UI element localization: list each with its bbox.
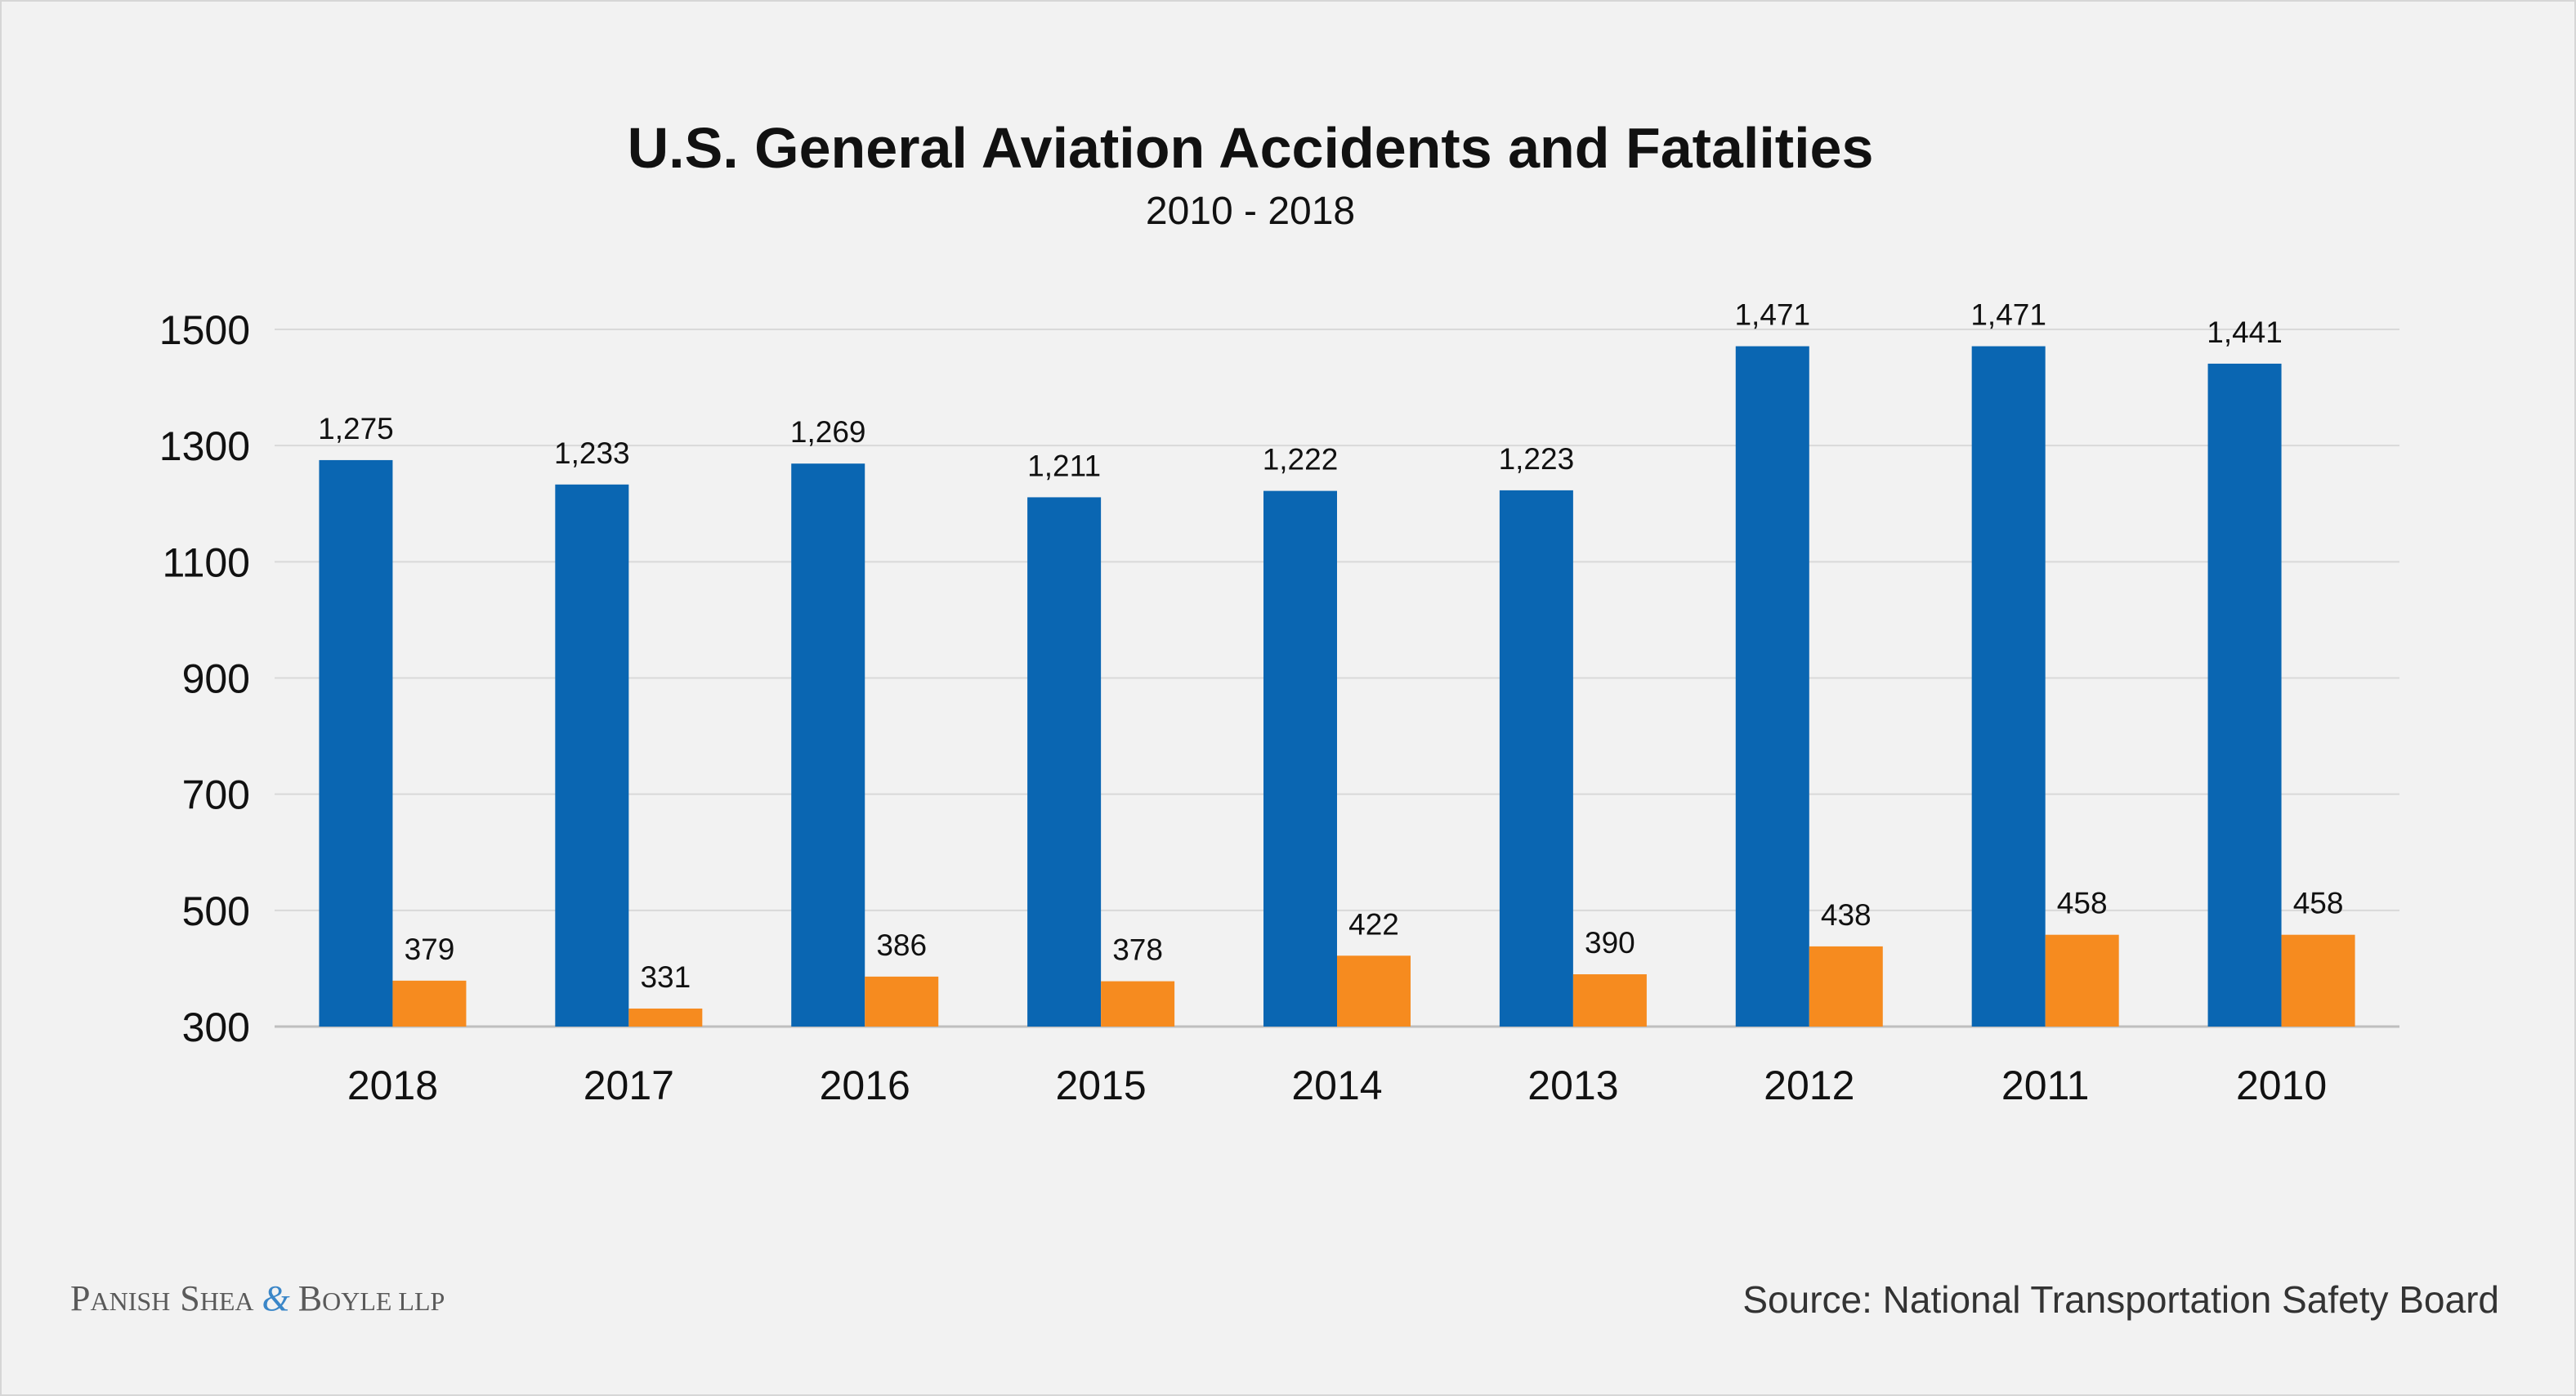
data-label: 1,471 bbox=[1970, 298, 2046, 332]
data-label: 1,269 bbox=[790, 415, 866, 449]
x-tick-label: 2016 bbox=[820, 1063, 910, 1108]
chart-subtitle: 2010 - 2018 bbox=[1146, 190, 1355, 233]
brand-logo: PANISH SHEA & BOYLE LLP bbox=[70, 1278, 445, 1318]
bar-fatalities bbox=[392, 980, 467, 1027]
x-tick-label: 2012 bbox=[1764, 1063, 1854, 1108]
bar-accidents bbox=[1971, 346, 2046, 1027]
data-label: 386 bbox=[876, 928, 927, 962]
x-tick-label: 2017 bbox=[584, 1063, 674, 1108]
source-note: Source: National Transportation Safety B… bbox=[1742, 1278, 2499, 1321]
bars bbox=[319, 346, 2355, 1027]
y-tick-label: 300 bbox=[182, 1004, 250, 1050]
data-label: 1,233 bbox=[554, 436, 630, 470]
bar-fatalities bbox=[1809, 946, 1883, 1027]
x-tick-label: 2011 bbox=[2001, 1063, 2090, 1108]
data-label: 1,211 bbox=[1027, 449, 1101, 482]
bar-fatalities bbox=[1572, 974, 1647, 1027]
data-label: 422 bbox=[1348, 907, 1399, 941]
x-tick-label: 2013 bbox=[1527, 1063, 1618, 1108]
data-label: 390 bbox=[1585, 926, 1635, 960]
y-tick-label: 900 bbox=[182, 656, 250, 702]
data-label: 458 bbox=[2057, 887, 2108, 920]
bar-accidents bbox=[1735, 346, 1809, 1027]
data-label: 1,223 bbox=[1499, 442, 1575, 476]
data-label: 1,222 bbox=[1263, 443, 1339, 477]
x-tick-label: 2018 bbox=[347, 1063, 438, 1108]
y-tick-label: 1500 bbox=[159, 307, 250, 353]
data-label: 1,275 bbox=[318, 412, 394, 445]
bar-accidents bbox=[1263, 490, 1337, 1027]
chart-title: U.S. General Aviation Accidents and Fata… bbox=[628, 116, 1874, 180]
bar-fatalities bbox=[1101, 981, 1175, 1027]
y-tick-label: 500 bbox=[182, 888, 250, 934]
x-tick-label: 2010 bbox=[2236, 1063, 2327, 1108]
data-label: 331 bbox=[640, 960, 691, 994]
y-tick-label: 700 bbox=[182, 772, 250, 818]
data-label: 378 bbox=[1112, 933, 1163, 967]
bar-accidents bbox=[1027, 497, 1102, 1027]
bar-accidents bbox=[791, 463, 865, 1027]
bar-fatalities bbox=[1337, 955, 1411, 1027]
bar-accidents bbox=[319, 459, 393, 1027]
bar-accidents bbox=[2207, 363, 2282, 1027]
data-label: 1,471 bbox=[1734, 298, 1810, 332]
y-tick-label: 1100 bbox=[162, 539, 250, 585]
bar-fatalities bbox=[865, 976, 939, 1027]
bar-fatalities bbox=[2045, 934, 2119, 1027]
x-tick-label: 2015 bbox=[1055, 1063, 1146, 1108]
y-axis-ticks: 1500 1300 1100 900 700 500 300 bbox=[159, 307, 250, 1050]
data-label: 1,441 bbox=[2207, 315, 2283, 349]
x-tick-label: 2014 bbox=[1291, 1063, 1382, 1108]
data-label: 438 bbox=[1821, 898, 1872, 932]
x-axis-ticks: 2018 2017 2016 2015 2014 2013 2012 2011 2010 bbox=[347, 1063, 2327, 1108]
data-label: 379 bbox=[405, 933, 455, 966]
bar-accidents bbox=[1499, 490, 1573, 1027]
data-label: 458 bbox=[2293, 887, 2344, 920]
data-labels: 1,275 379 1,233 331 1,269 386 1,211 378 1,222 422… bbox=[318, 298, 2343, 994]
bar-fatalities bbox=[628, 1008, 703, 1027]
y-tick-label: 1300 bbox=[159, 423, 250, 469]
bar-accidents bbox=[555, 484, 629, 1027]
bar-fatalities bbox=[2281, 934, 2355, 1027]
